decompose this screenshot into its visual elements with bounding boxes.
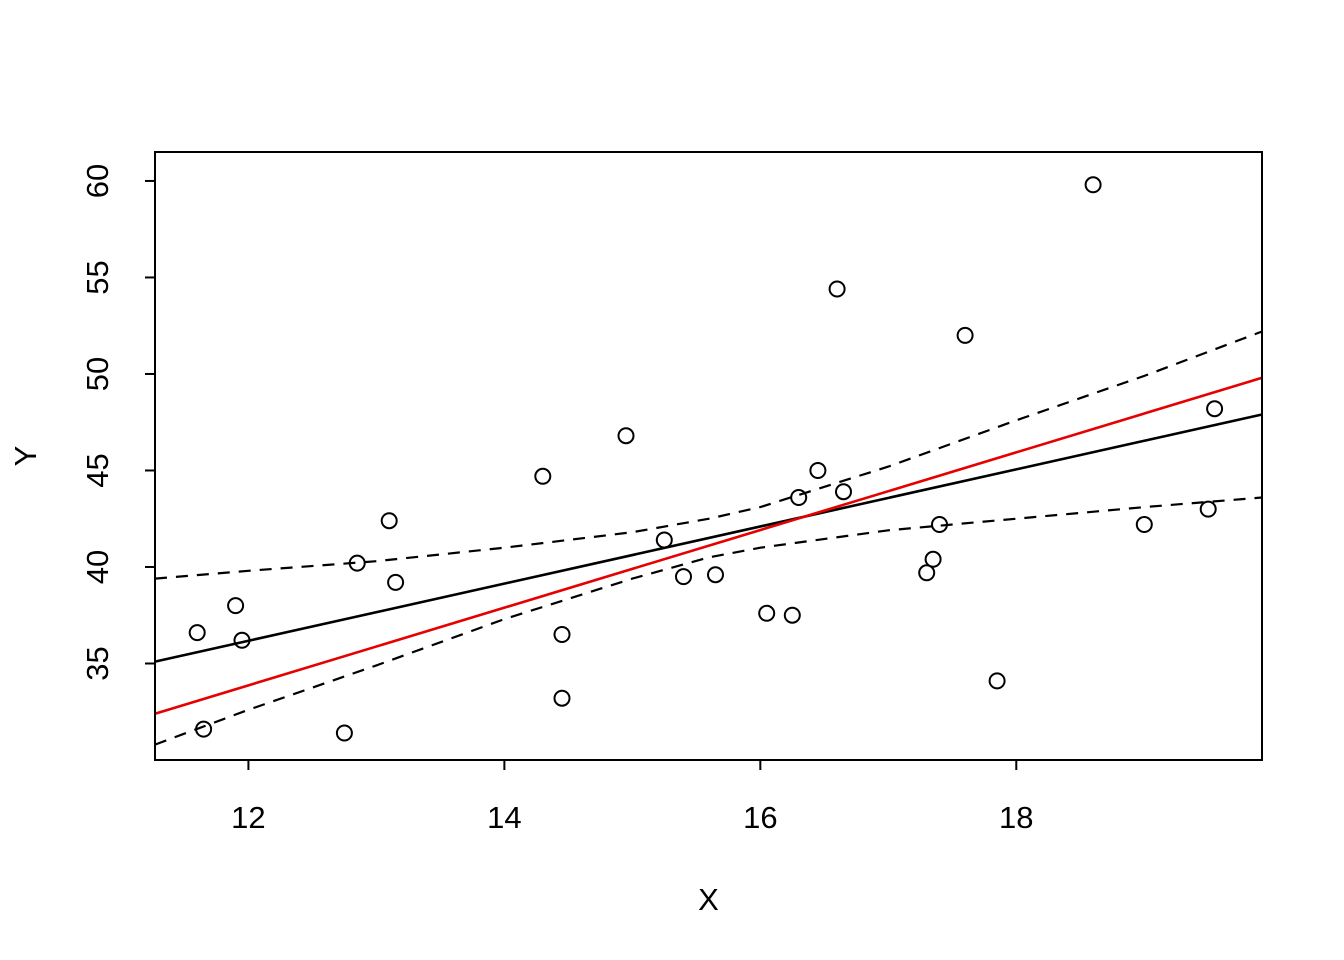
y-tick-label: 60 — [80, 164, 115, 198]
data-point — [348, 554, 366, 572]
x-tick-label: 18 — [999, 800, 1033, 835]
data-point — [924, 550, 942, 568]
x-tick-label: 12 — [231, 800, 265, 835]
data-point — [617, 427, 635, 445]
data-point — [387, 573, 405, 591]
data-point — [956, 326, 974, 344]
data-point — [188, 624, 206, 642]
y-tick-label: 40 — [80, 550, 115, 584]
x-tick-label: 14 — [487, 800, 521, 835]
fitted-regression-line — [154, 413, 1263, 663]
data-point — [931, 516, 948, 533]
data-point — [1135, 516, 1153, 533]
y-tick-label: 55 — [80, 260, 115, 294]
y-tick-label: 45 — [80, 453, 115, 487]
y-tick-label: 35 — [80, 646, 115, 680]
data-point — [988, 672, 1006, 690]
data-point — [553, 689, 571, 707]
reference-line-red — [154, 376, 1263, 715]
data-point — [195, 720, 213, 738]
upper-confidence-band — [154, 330, 1263, 580]
data-point — [1084, 176, 1102, 194]
x-tick-label: 16 — [743, 800, 777, 835]
y-tick-label: 50 — [80, 357, 115, 391]
data-point — [835, 483, 852, 501]
lower-confidence-band — [154, 496, 1263, 746]
data-point — [809, 462, 827, 479]
data-point — [828, 280, 846, 298]
data-point — [227, 597, 245, 615]
data-point — [675, 568, 692, 586]
data-point — [707, 566, 724, 584]
data-point — [655, 531, 673, 549]
data-point — [1199, 500, 1217, 518]
data-point — [553, 626, 571, 643]
x-axis-label: X — [698, 882, 719, 917]
y-axis-label: Y — [8, 446, 43, 467]
data-point — [534, 467, 552, 485]
data-point — [758, 604, 776, 622]
data-point — [790, 489, 808, 506]
data-point — [783, 606, 801, 624]
data-point — [233, 631, 251, 649]
data-point — [1206, 400, 1224, 418]
data-point — [335, 724, 353, 742]
data-point — [918, 564, 936, 582]
data-point — [380, 512, 398, 530]
plot-border — [154, 151, 1263, 761]
